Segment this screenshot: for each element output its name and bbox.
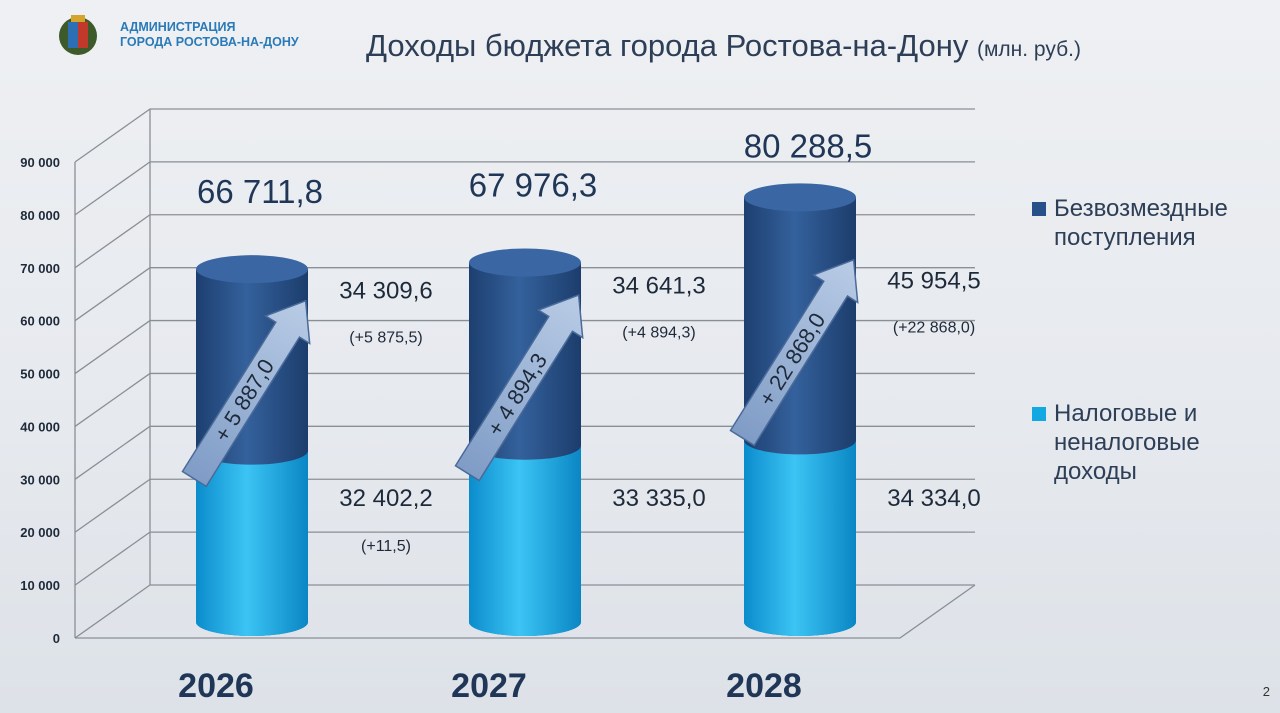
grants-change-label: (+22 868,0) [893,319,975,336]
bar-tax-revenue [744,440,856,636]
bar-tax-revenue [196,450,308,636]
grants-value-label: 34 309,6 [339,278,432,305]
x-tick-label: 2028 [726,667,802,705]
tax-value-label: 33 335,0 [612,485,705,512]
tax-value-label: 34 334,0 [887,485,980,512]
tax-change-label: (+11,5) [361,538,411,555]
legend-swatch-tax [1032,407,1046,421]
total-label: 66 711,8 [197,173,323,210]
bar-tax-revenue [469,445,581,636]
page-number: 2 [1262,684,1270,699]
tax-value-label: 32 402,2 [339,485,432,512]
x-tick-label: 2026 [178,667,254,705]
y-tick-label: 20 000 [20,525,60,540]
legend-item-tax: Налоговые и неналоговые доходы [1032,399,1200,486]
y-tick-label: 50 000 [20,367,60,382]
y-tick-label: 60 000 [20,314,60,329]
y-tick-label: 40 000 [20,419,60,434]
title-text: Доходы бюджета города Ростова-на-Дону [366,28,969,63]
legend-label: неналоговые [1054,429,1200,456]
grants-value-label: 45 954,5 [887,267,980,294]
org-line-2: ГОРОДА РОСТОВА-НА-ДОНУ [120,35,299,49]
legend-item-grants: Безвозмездные поступления [1032,194,1228,252]
y-tick-label: 0 [53,631,60,646]
org-line-1: АДМИНИСТРАЦИЯ [120,20,236,34]
y-tick-label: 10 000 [20,578,60,593]
y-tick-label: 90 000 [20,155,60,170]
legend-label: Безвозмездные [1054,195,1228,222]
page-title: Доходы бюджета города Ростова-на-Дону (м… [366,28,1081,64]
arrow-shape [729,258,859,447]
legend-swatch-grants [1032,202,1046,216]
x-tick-label: 2027 [451,667,527,705]
legend-label: поступления [1054,224,1196,251]
total-label: 67 976,3 [469,166,597,203]
title-unit: (млн. руб.) [976,38,1081,61]
legend-label: Налоговые и [1054,400,1198,427]
organization-name: АДМИНИСТРАЦИЯ ГОРОДА РОСТОВА-НА-ДОНУ [120,20,299,50]
cylinder-top [196,255,308,284]
coat-of-arms-logo [59,15,97,55]
floor-edge [75,584,976,639]
grants-change-label: (+5 875,5) [349,330,422,347]
y-tick-label: 30 000 [20,472,60,487]
grants-change-label: (+4 894,3) [622,325,695,342]
cylinder-top [469,248,581,277]
legend-label: доходы [1054,458,1137,485]
grants-value-label: 34 641,3 [612,273,705,300]
arrow-shape [181,299,311,488]
y-tick-label: 70 000 [20,261,60,276]
y-tick-label: 80 000 [20,208,60,223]
arrow-shape [454,293,584,482]
cylinder-top [744,183,856,212]
total-label: 80 288,5 [744,127,872,164]
